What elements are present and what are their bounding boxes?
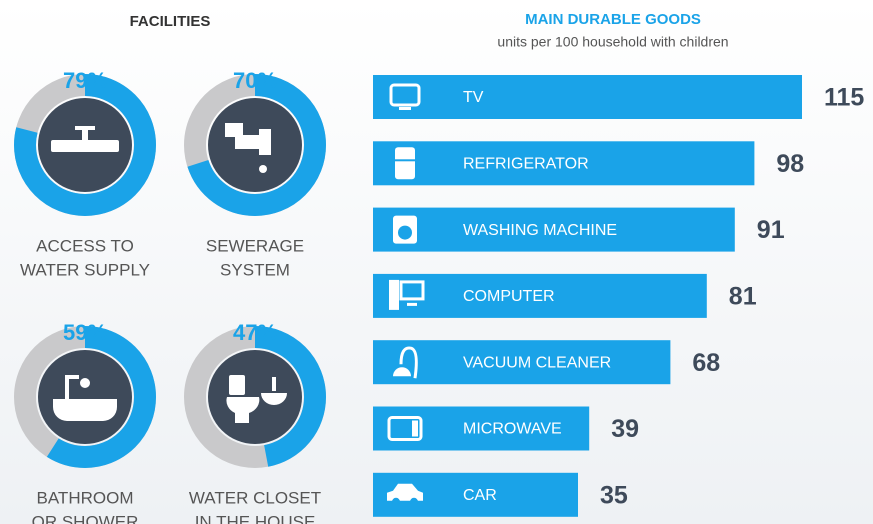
bar-label: REFRIGERATOR — [463, 156, 589, 173]
bar-label: TV — [463, 89, 484, 106]
percent-label: 47% — [233, 320, 277, 345]
icon — [395, 147, 415, 180]
fridge — [395, 147, 415, 180]
sink — [261, 393, 287, 405]
door — [398, 225, 412, 240]
percent-label: 59% — [63, 320, 107, 345]
bar-value: 68 — [692, 349, 720, 377]
percent-label: 70% — [233, 68, 277, 93]
donut-arc — [14, 326, 156, 468]
screen — [389, 83, 421, 107]
facility-label: WATER SUPPLY — [20, 260, 150, 279]
car — [387, 483, 423, 501]
base — [407, 302, 417, 306]
bar — [373, 141, 755, 186]
pipe — [51, 140, 119, 152]
bar-label: CAR — [463, 487, 497, 504]
shower — [65, 375, 79, 399]
goods-subtitle: units per 100 household with children — [497, 34, 728, 50]
bar-label: VACUUM CLEANER — [463, 354, 611, 371]
icon — [387, 483, 423, 506]
donut-arc — [184, 326, 326, 468]
hose — [399, 346, 418, 379]
icon — [226, 375, 287, 423]
bowl — [226, 397, 260, 423]
facility-label: SYSTEM — [220, 260, 290, 279]
icon — [389, 83, 421, 110]
head — [80, 378, 90, 388]
bar — [373, 340, 671, 385]
icon — [393, 346, 418, 379]
bar — [373, 406, 590, 451]
bar-label: COMPUTER — [463, 288, 555, 305]
tower — [389, 279, 399, 310]
facility-label: OR SHOWER — [32, 512, 139, 524]
bar-value: 81 — [729, 283, 757, 311]
wheel — [392, 497, 400, 506]
icon — [225, 123, 271, 173]
panel — [412, 420, 418, 437]
bar-value: 115 — [824, 84, 864, 112]
facility-label: ACCESS TO — [36, 236, 134, 255]
tank — [229, 375, 245, 395]
facility-label: BATHROOM — [37, 488, 134, 507]
icon-disc — [38, 350, 132, 444]
wheel — [410, 497, 418, 506]
bar — [373, 273, 707, 318]
icon — [393, 215, 417, 244]
drop — [259, 165, 267, 173]
facility-label: SEWERAGE — [206, 236, 304, 255]
bar-value: 91 — [757, 216, 785, 244]
icon — [51, 126, 119, 152]
bar-value: 35 — [600, 481, 628, 509]
oven — [387, 416, 423, 441]
bar — [373, 207, 735, 252]
bar-label: WASHING MACHINE — [463, 222, 617, 239]
bar-value: 39 — [611, 415, 639, 443]
facility-label: WATER CLOSET — [189, 488, 321, 507]
pipe — [225, 123, 271, 155]
donut-arc — [14, 74, 156, 216]
icon — [53, 375, 117, 421]
facility-label: IN THE HOUSE — [195, 512, 316, 524]
percent-label: 79% — [63, 68, 107, 93]
stand — [399, 107, 411, 110]
tub — [53, 399, 117, 421]
icon — [389, 279, 425, 310]
bar-label: MICROWAVE — [463, 421, 562, 438]
tap — [272, 377, 276, 391]
vacuum — [393, 367, 411, 377]
facilities-title: FACILITIES — [130, 13, 211, 30]
donut-arc — [184, 74, 326, 216]
valve — [82, 129, 88, 141]
bar-value: 98 — [776, 150, 804, 178]
monitor — [399, 280, 425, 301]
icon — [387, 416, 423, 441]
bar — [373, 75, 802, 119]
goods-title: MAIN DURABLE GOODS — [525, 11, 701, 28]
line — [395, 159, 415, 162]
valve-top — [75, 126, 95, 130]
